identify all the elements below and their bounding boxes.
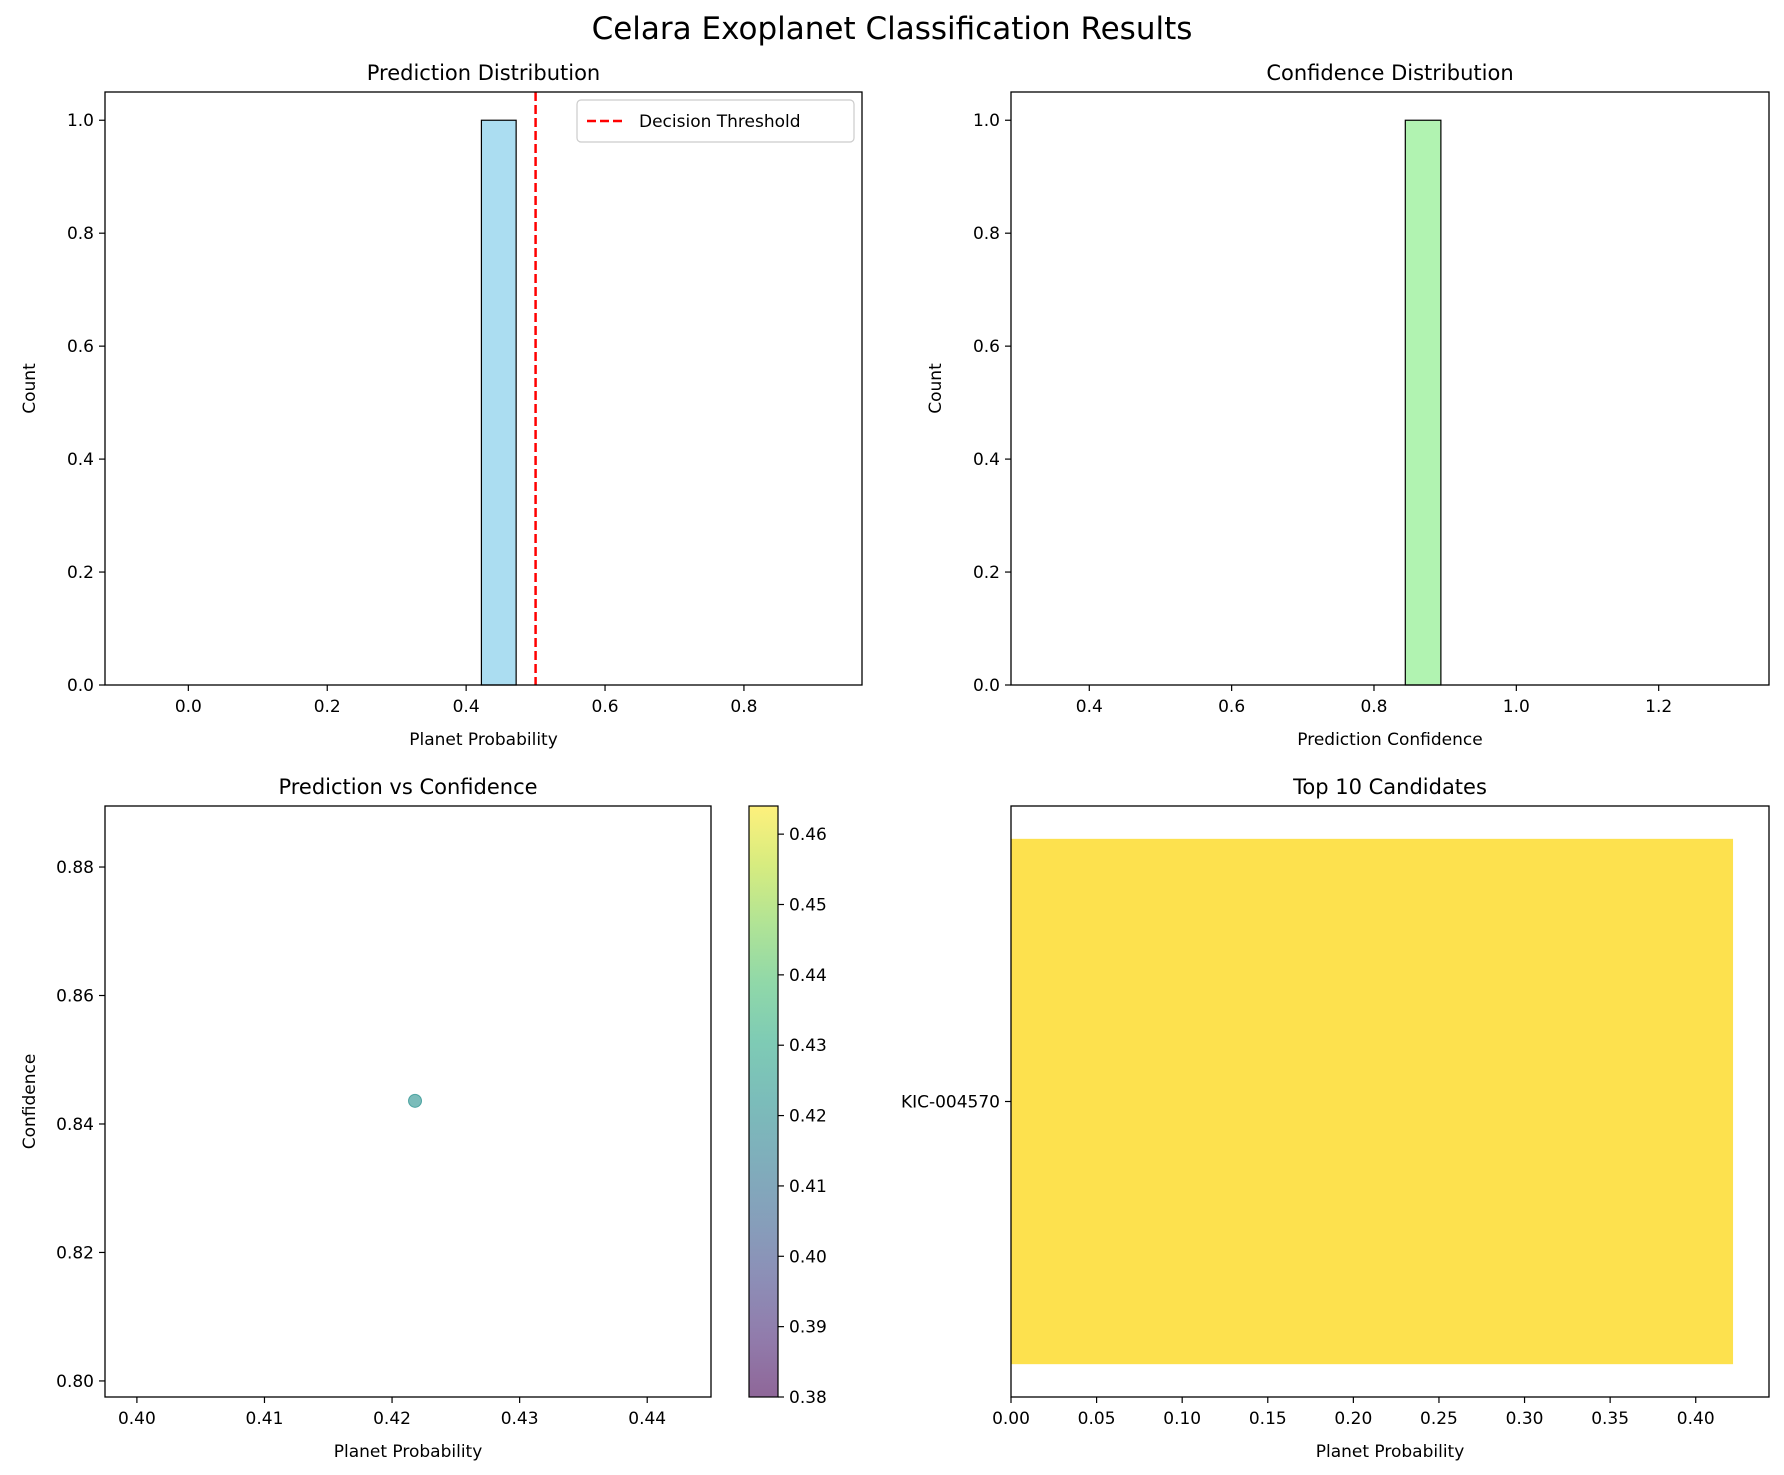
x-tick-label: 0.05 xyxy=(1078,1409,1116,1429)
figure-suptitle: Celara Exoplanet Classification Results xyxy=(592,11,1193,47)
y-tick-label: 0.80 xyxy=(56,1372,94,1392)
axes-frame xyxy=(104,91,863,686)
x-tick-label: 0.40 xyxy=(1677,1409,1715,1429)
legend-box xyxy=(576,99,855,143)
prediction-distribution-panel: Decision Threshold Prediction Distributio… xyxy=(20,61,863,750)
x-tick-label: 0.2 xyxy=(314,697,341,717)
y-tick-label: 0.84 xyxy=(56,1115,94,1135)
x-tick-label: 0.4 xyxy=(453,697,480,717)
y-tick-label: 0.4 xyxy=(973,450,1000,470)
candidate-bar xyxy=(1011,838,1734,1365)
y-axis-label: Count xyxy=(20,363,40,414)
x-tick-label: 0.41 xyxy=(246,1409,284,1429)
x-axis-label: Planet Probability xyxy=(1316,1442,1465,1462)
prediction-vs-confidence-panel: Prediction vs Confidence Planet Probabili… xyxy=(20,775,827,1462)
x-tick-label: 1.0 xyxy=(1503,697,1530,717)
axes-frame xyxy=(1010,91,1770,686)
x-tick-label: 0.40 xyxy=(118,1409,156,1429)
colorbar-tick-label: 0.44 xyxy=(789,966,827,986)
y-tick-label: 0.6 xyxy=(973,337,1000,357)
legend: Decision Threshold xyxy=(576,99,855,143)
y-tick-label: 0.82 xyxy=(56,1243,94,1263)
colorbar-tick-label: 0.45 xyxy=(789,896,827,916)
x-tick-label: 0.8 xyxy=(730,697,757,717)
x-tick-label: 0.8 xyxy=(1360,697,1387,717)
y-tick-label: 0.6 xyxy=(67,337,94,357)
x-tick-label: 0.10 xyxy=(1163,1409,1201,1429)
x-tick-label: 0.6 xyxy=(1218,697,1245,717)
colorbar xyxy=(748,805,779,1398)
scatter-point xyxy=(408,1093,423,1108)
colorbar-tick-label: 0.46 xyxy=(789,825,827,845)
x-tick-label: 0.35 xyxy=(1591,1409,1629,1429)
y-tick-label: 0.0 xyxy=(67,676,94,696)
colorbar-tick-label: 0.43 xyxy=(789,1036,827,1056)
x-tick-label: 0.4 xyxy=(1076,697,1103,717)
y-axis-label: Count xyxy=(926,363,946,414)
x-axis-label: Prediction Confidence xyxy=(1297,730,1482,750)
colorbar-tick-label: 0.38 xyxy=(789,1388,827,1408)
x-axis-label: Planet Probability xyxy=(334,1442,483,1462)
x-tick-label: 0.25 xyxy=(1420,1409,1458,1429)
confidence-distribution-panel: Confidence Distribution Prediction Confid… xyxy=(926,61,1770,750)
y-tick-label: 0.86 xyxy=(56,987,94,1007)
x-tick-label: 0.43 xyxy=(501,1409,539,1429)
y-tick-label: 0.2 xyxy=(67,563,94,583)
chart-title: Confidence Distribution xyxy=(1266,61,1513,85)
candidate-label: KIC-004570 xyxy=(901,1093,1000,1113)
y-tick-label: 1.0 xyxy=(973,111,1000,131)
x-tick-label: 0.20 xyxy=(1334,1409,1372,1429)
histogram-bar xyxy=(1404,119,1442,686)
y-axis-label: Confidence xyxy=(20,1054,40,1150)
x-tick-label: 0.6 xyxy=(592,697,619,717)
x-tick-label: 1.2 xyxy=(1645,697,1672,717)
x-tick-label: 0.44 xyxy=(628,1409,666,1429)
colorbar-tick-label: 0.41 xyxy=(789,1177,827,1197)
y-tick-label: 0.2 xyxy=(973,563,1000,583)
x-tick-label: 0.30 xyxy=(1506,1409,1544,1429)
colorbar-tick-label: 0.42 xyxy=(789,1107,827,1127)
colorbar-tick-label: 0.39 xyxy=(789,1318,827,1338)
y-tick-label: 0.8 xyxy=(973,224,1000,244)
y-tick-label: 0.8 xyxy=(67,224,94,244)
x-tick-label: 0.00 xyxy=(992,1409,1030,1429)
x-tick-label: 0.0 xyxy=(175,697,202,717)
axes-frame xyxy=(1010,805,1770,1398)
x-tick-label: 0.15 xyxy=(1249,1409,1287,1429)
y-tick-label: 0.4 xyxy=(67,450,94,470)
chart-title: Prediction vs Confidence xyxy=(278,775,537,799)
chart-title: Top 10 Candidates xyxy=(1292,775,1487,799)
y-tick-label: 1.0 xyxy=(67,111,94,131)
histogram-bar xyxy=(480,119,517,686)
x-axis-label: Planet Probability xyxy=(409,730,558,750)
y-tick-label: 0.0 xyxy=(973,676,1000,696)
axes-frame xyxy=(104,805,712,1398)
colorbar-tick-label: 0.40 xyxy=(789,1247,827,1267)
chart-title: Prediction Distribution xyxy=(367,61,601,85)
x-tick-label: 0.42 xyxy=(373,1409,411,1429)
top-candidates-panel: KIC-004570 Top 10 Candidates Planet Probab… xyxy=(901,775,1770,1462)
legend-threshold-label: Decision Threshold xyxy=(639,112,801,132)
y-tick-label: 0.88 xyxy=(56,858,94,878)
